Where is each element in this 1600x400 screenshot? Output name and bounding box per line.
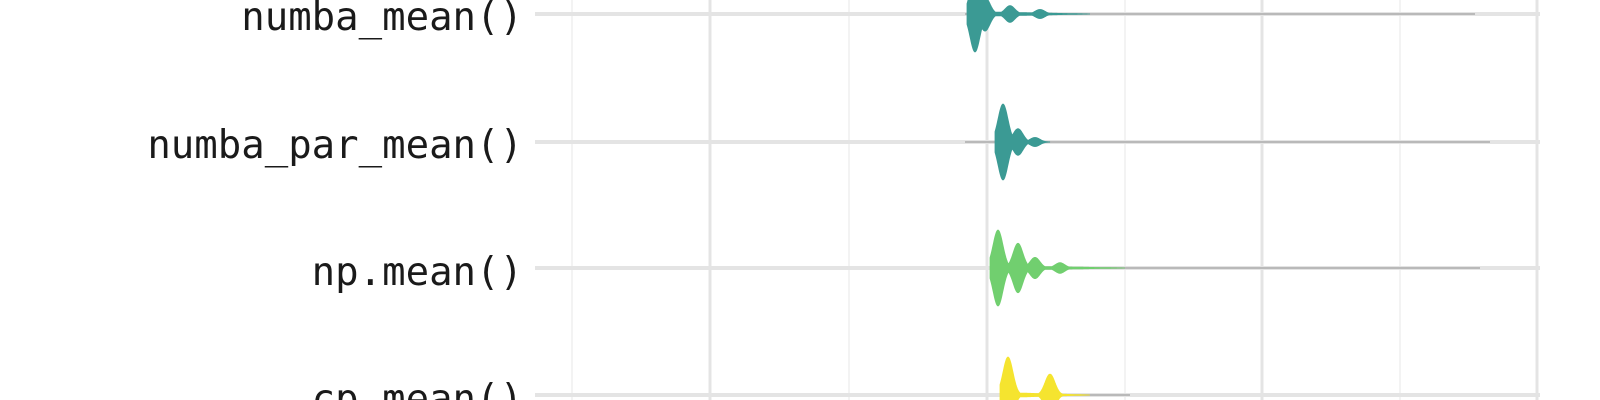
category-label-cp-mean: cp.mean() xyxy=(312,377,523,400)
category-label-numba-mean: numba_mean() xyxy=(241,0,523,40)
violin-numba-mean xyxy=(966,0,1090,53)
grid-layer xyxy=(535,0,1540,400)
violin-np-mean xyxy=(989,229,1125,307)
category-labels: numba_mean() numba_par_mean() np.mean() … xyxy=(147,0,523,400)
category-label-numba-par-mean: numba_par_mean() xyxy=(147,123,523,168)
violin-layer xyxy=(965,0,1490,400)
violin-numba-par-mean xyxy=(994,103,1051,181)
category-label-np-mean: np.mean() xyxy=(312,250,523,295)
violin-cp-mean xyxy=(999,356,1090,400)
